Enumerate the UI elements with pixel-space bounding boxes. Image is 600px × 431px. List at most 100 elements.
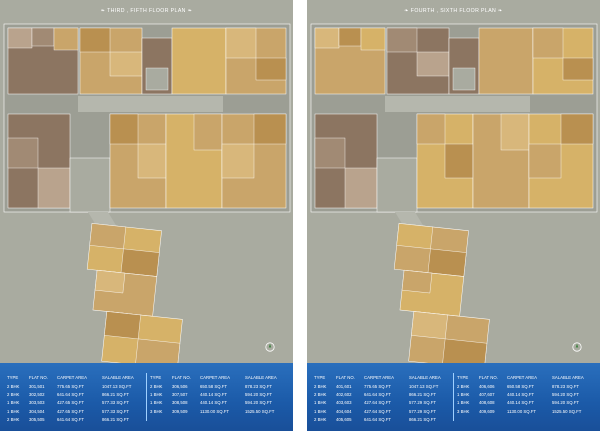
cell-carpet-area: 1130.00 SQ.FT <box>200 408 230 414</box>
header-carpet-area: CARPET AREA <box>507 375 538 380</box>
cell-type: 1 BHK <box>150 391 163 397</box>
panel-gap <box>293 0 307 431</box>
cell-flat-no: 405,605 <box>336 416 352 422</box>
table-row: 1 BHK 404,604 427.64 SQ.FT 577.29 SQ.FT <box>314 407 454 415</box>
cell-flat-no: 303,503 <box>29 400 45 406</box>
header-type: TYPE <box>457 375 469 380</box>
cell-type: 1 BHK <box>457 400 470 406</box>
cell-salable-area: 866.21 SQ.FT <box>409 391 436 397</box>
header-carpet-area: CARPET AREA <box>57 375 88 380</box>
floor-plan-ornament-icon: ❧ <box>496 8 503 14</box>
table-row: 2 BHK 405,605 641.64 SQ.FT 866.21 SQ.FT <box>314 415 454 423</box>
cell-carpet-area: 440.14 SQ.FT <box>507 400 534 406</box>
header-carpet-area: CARPET AREA <box>364 375 395 380</box>
floor-plan-panel-third-fifth: ❧ THIRD , FIFTH FLOOR PLAN ❧ <box>0 0 293 431</box>
cell-carpet-area: 775.65 SQ.FT <box>364 383 391 389</box>
cell-salable-area: 1525.50 SQ.FT <box>245 408 275 414</box>
cell-type: 1 BHK <box>7 408 20 414</box>
cell-type: 1 BHK <box>150 400 163 406</box>
cell-flat-no: 305,505 <box>29 416 45 422</box>
cell-type: 2 BHK <box>7 416 20 422</box>
cell-flat-no: 309,509 <box>172 408 188 414</box>
cell-flat-no: 406,606 <box>479 383 495 389</box>
cell-type: 1 BHK <box>314 408 327 414</box>
area-table-left: TYPE FLAT NO. CARPET AREA SALABLE AREA 2… <box>7 373 147 423</box>
header-salable-area: SALABLE AREA <box>409 375 441 380</box>
cell-salable-area: 1047.13 SQ.FT <box>102 383 132 389</box>
cell-type: 2 BHK <box>314 391 327 397</box>
cell-carpet-area: 650.58 SQ.FT <box>200 383 227 389</box>
cell-carpet-area: 775.65 SQ.FT <box>57 383 84 389</box>
floor-plan-ornament-icon: ❧ <box>185 8 193 14</box>
cell-carpet-area: 440.14 SQ.FT <box>200 391 227 397</box>
table-row: 3 BHK 309,509 1130.00 SQ.FT 1525.50 SQ.FT <box>150 407 290 415</box>
cell-flat-no: 408,608 <box>479 400 495 406</box>
floor-plan-ornament-icon: ❧ <box>100 8 108 14</box>
table-row: 2 BHK 401,601 775.65 SQ.FT 1047.13 SQ.FT <box>314 382 454 390</box>
cell-carpet-area: 650.58 SQ.FT <box>507 383 534 389</box>
cell-carpet-area: 641.64 SQ.FT <box>364 416 391 422</box>
cell-type: 2 BHK <box>7 391 20 397</box>
cell-flat-no: 407,607 <box>479 391 495 397</box>
cell-flat-no: 304,504 <box>29 408 45 414</box>
cell-flat-no: 301,501 <box>29 383 45 389</box>
cell-salable-area: 577.33 SQ.FT <box>102 408 129 414</box>
header-flat-no: FLAT NO. <box>29 375 48 380</box>
table-row: 2 BHK 402,602 641.64 SQ.FT 866.21 SQ.FT <box>314 390 454 398</box>
cell-salable-area: 594.20 SQ.FT <box>552 400 579 406</box>
floor-plan-drawing <box>3 23 291 363</box>
cell-salable-area: 1525.50 SQ.FT <box>552 408 582 414</box>
header-type: TYPE <box>7 375 19 380</box>
cell-flat-no: 307,507 <box>172 391 188 397</box>
header-salable-area: SALABLE AREA <box>552 375 584 380</box>
cell-carpet-area: 641.64 SQ.FT <box>364 391 391 397</box>
cell-carpet-area: 641.64 SQ.FT <box>57 391 84 397</box>
table-row: 2 BHK 305,505 641.64 SQ.FT 866.21 SQ.FT <box>7 415 147 423</box>
cell-flat-no: 306,506 <box>172 383 188 389</box>
cell-salable-area: 878.23 SQ.FT <box>245 383 272 389</box>
header-salable-area: SALABLE AREA <box>102 375 134 380</box>
table-row: 2 BHK 306,506 650.58 SQ.FT 878.23 SQ.FT <box>150 382 290 390</box>
area-table: TYPE FLAT NO. CARPET AREA SALABLE AREA 2… <box>307 363 600 431</box>
cell-type: 2 BHK <box>150 383 163 389</box>
cell-type: 2 BHK <box>314 383 327 389</box>
area-table-right: TYPE FLAT NO. CARPET AREA SALABLE AREA 2… <box>150 373 290 415</box>
floor-plan-ornament-icon: ❧ <box>404 8 411 14</box>
compass-icon <box>265 342 275 352</box>
cell-carpet-area: 427.65 SQ.FT <box>57 400 84 406</box>
cell-type: 2 BHK <box>7 383 20 389</box>
cell-salable-area: 577.33 SQ.FT <box>102 400 129 406</box>
cell-salable-area: 577.29 SQ.FT <box>409 400 436 406</box>
table-row: 1 BHK 403,603 427.64 SQ.FT 577.29 SQ.FT <box>314 399 454 407</box>
table-row: 1 BHK 308,508 440.14 SQ.FT 594.20 SQ.FT <box>150 399 290 407</box>
cell-salable-area: 1047.13 SQ.FT <box>409 383 439 389</box>
cell-carpet-area: 427.64 SQ.FT <box>364 400 391 406</box>
header-flat-no: FLAT NO. <box>172 375 191 380</box>
cell-flat-no: 308,508 <box>172 400 188 406</box>
table-row: 1 BHK 304,504 427.65 SQ.FT 577.33 SQ.FT <box>7 407 147 415</box>
area-table-right: TYPE FLAT NO. CARPET AREA SALABLE AREA 2… <box>457 373 597 415</box>
cell-salable-area: 577.29 SQ.FT <box>409 408 436 414</box>
cell-type: 3 BHK <box>150 408 163 414</box>
table-row: 3 BHK 409,609 1130.00 SQ.FT 1525.50 SQ.FT <box>457 407 597 415</box>
cell-type: 2 BHK <box>457 383 470 389</box>
compass-icon <box>572 342 582 352</box>
header-salable-area: SALABLE AREA <box>245 375 277 380</box>
table-row: 1 BHK 408,608 440.14 SQ.FT 594.20 SQ.FT <box>457 399 597 407</box>
cell-type: 2 BHK <box>314 416 327 422</box>
cell-flat-no: 302,502 <box>29 391 45 397</box>
cell-type: 3 BHK <box>457 408 470 414</box>
table-divider <box>453 373 454 421</box>
table-row: 2 BHK 302,502 641.64 SQ.FT 866.21 SQ.FT <box>7 390 147 398</box>
cell-salable-area: 594.20 SQ.FT <box>552 391 579 397</box>
cell-salable-area: 866.21 SQ.FT <box>409 416 436 422</box>
plan-title: ❧ THIRD , FIFTH FLOOR PLAN ❧ <box>100 8 193 14</box>
cell-carpet-area: 641.64 SQ.FT <box>57 416 84 422</box>
table-row: 1 BHK 407,607 440.14 SQ.FT 594.20 SQ.FT <box>457 390 597 398</box>
header-type: TYPE <box>150 375 162 380</box>
cell-flat-no: 401,601 <box>336 383 352 389</box>
cell-type: 1 BHK <box>314 400 327 406</box>
floor-plan-panel-fourth-sixth: ❧ FOURTH , SIXTH FLOOR PLAN ❧ <box>307 0 600 431</box>
table-row: 1 BHK 303,503 427.65 SQ.FT 577.33 SQ.FT <box>7 399 147 407</box>
table-row: 2 BHK 301,501 775.65 SQ.FT 1047.13 SQ.FT <box>7 382 147 390</box>
